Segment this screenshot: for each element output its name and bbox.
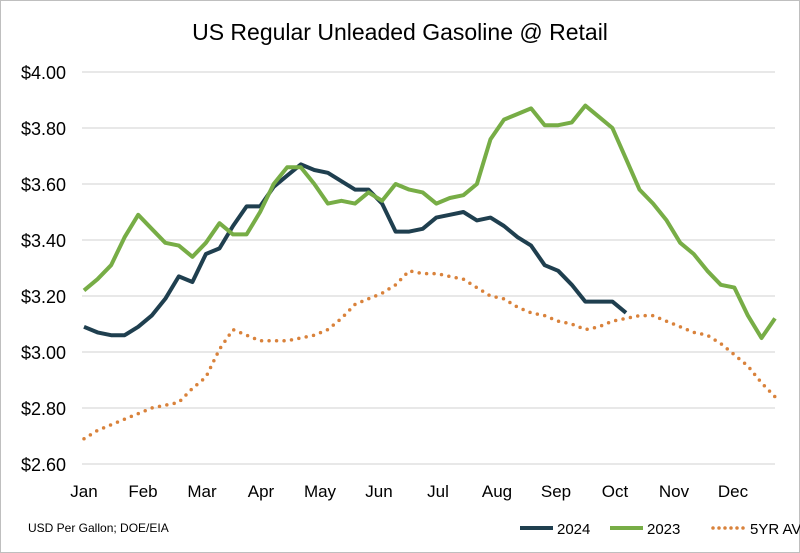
x-tick-label: Aug bbox=[482, 482, 512, 501]
x-tick-label: Apr bbox=[248, 482, 275, 501]
x-tick-label: Nov bbox=[659, 482, 690, 501]
y-tick-label: $4.00 bbox=[21, 63, 66, 83]
series-line-2023 bbox=[82, 103, 777, 340]
x-tick-label: Jun bbox=[365, 482, 392, 501]
legend-item: 2024 bbox=[520, 521, 590, 538]
y-tick-label: $3.80 bbox=[21, 119, 66, 139]
legend-item: 5YR AVG bbox=[711, 521, 800, 538]
x-tick-label: May bbox=[304, 482, 337, 501]
x-tick-label: Jul bbox=[427, 482, 449, 501]
series-line-2024 bbox=[83, 162, 628, 338]
y-tick-label: $2.60 bbox=[21, 455, 66, 475]
x-tick-label: Mar bbox=[187, 482, 217, 501]
source-note: USD Per Gallon; DOE/EIA bbox=[28, 521, 169, 535]
chart-title: US Regular Unleaded Gasoline @ Retail bbox=[192, 19, 608, 45]
legend-label: 5YR AVG bbox=[750, 521, 800, 538]
x-tick-label: Feb bbox=[128, 482, 157, 501]
y-tick-label: $3.60 bbox=[21, 175, 66, 195]
x-tick-label: Oct bbox=[602, 482, 629, 501]
legend-item: 2023 bbox=[610, 521, 680, 538]
y-tick-label: $3.40 bbox=[21, 231, 66, 251]
y-tick-label: $2.80 bbox=[21, 399, 66, 419]
y-tick-label: $3.00 bbox=[21, 343, 66, 363]
series-line-5yr-avg bbox=[82, 269, 777, 441]
x-tick-label: Dec bbox=[718, 482, 749, 501]
y-tick-label: $3.20 bbox=[21, 287, 66, 307]
legend-label: 2023 bbox=[647, 521, 680, 538]
x-tick-label: Jan bbox=[70, 482, 97, 501]
x-tick-label: Sep bbox=[541, 482, 571, 501]
legend-label: 2024 bbox=[557, 521, 590, 538]
